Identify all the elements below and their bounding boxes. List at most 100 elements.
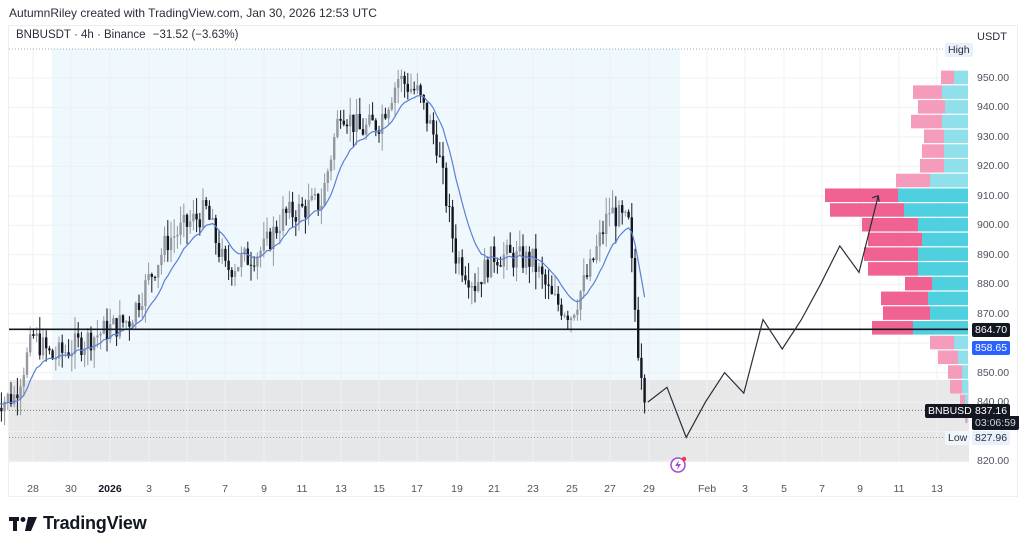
price-tick-label: 940.00 <box>977 101 1010 114</box>
candle-bearish <box>339 118 342 121</box>
candle-bullish <box>57 342 61 359</box>
candle-bearish <box>195 213 198 220</box>
candle-bearish <box>294 217 297 222</box>
candle-bullish <box>531 248 534 267</box>
candle-bullish <box>41 337 45 356</box>
candle-bearish <box>32 334 35 337</box>
volume-profile-buy <box>918 217 968 232</box>
candle-bullish <box>365 124 368 135</box>
time-tick-label: 2026 <box>98 483 122 495</box>
candle-bullish <box>624 211 627 213</box>
candle-bearish <box>473 285 477 292</box>
candle-bearish <box>9 393 13 405</box>
candle-bearish <box>374 120 377 131</box>
price-tick-label: 890.00 <box>977 248 1010 261</box>
time-tick-label: 3 <box>146 483 152 495</box>
candle-bearish <box>499 265 502 267</box>
tradingview-brand[interactable]: TradingView <box>9 513 147 534</box>
candle-bullish <box>259 250 262 257</box>
price-tick-label: 920.00 <box>977 160 1010 173</box>
candle-bullish <box>281 208 285 231</box>
candle-bullish <box>35 333 38 337</box>
candle-bearish <box>467 280 470 288</box>
volume-profile-sell <box>924 129 944 144</box>
candle-bearish <box>464 275 467 281</box>
candle-bullish <box>307 199 310 218</box>
candle-bearish <box>633 258 637 310</box>
candle-bullish <box>240 254 243 268</box>
horizontal-line-price-tag: 864.70 <box>972 323 1011 337</box>
candle-bearish <box>224 248 227 261</box>
candle-bullish <box>102 320 105 334</box>
candle-bearish <box>153 276 157 278</box>
candle-bullish <box>457 257 461 264</box>
volume-profile-sell <box>918 100 945 114</box>
candle-bullish <box>537 266 541 272</box>
time-tick-label: 15 <box>373 483 385 495</box>
candle-bullish <box>505 244 509 255</box>
candle-bullish <box>400 75 403 80</box>
candle-bearish <box>185 214 189 227</box>
price-tick-label: 950.00 <box>977 72 1010 84</box>
candle-bearish <box>547 284 550 286</box>
time-tick-label: 28 <box>27 483 39 495</box>
volume-profile-buy <box>958 350 968 365</box>
volume-profile-sell <box>938 350 958 365</box>
candle-bullish <box>163 235 166 255</box>
candle-bearish <box>61 342 64 353</box>
candle-bearish <box>304 206 307 218</box>
volume-profile-buy <box>942 85 968 99</box>
candle-bearish <box>227 260 230 270</box>
candle-bearish <box>621 205 624 213</box>
symbol-info: BNBUSDT · 4h · Binance <box>16 29 146 41</box>
candle-bearish <box>496 262 499 266</box>
candle-bearish <box>419 85 422 96</box>
candle-bullish <box>211 218 214 220</box>
volume-profile-sell <box>868 232 922 247</box>
symbol-legend: BNBUSDT · 4h · Binance −31.52 (−3.63%) <box>16 29 238 41</box>
candle-bullish <box>553 293 557 295</box>
candle-bullish <box>182 214 185 223</box>
candle-bullish <box>176 234 179 237</box>
tradingview-logo-icon <box>9 516 37 531</box>
time-tick-label: 5 <box>781 483 787 495</box>
candle-bullish <box>179 222 182 235</box>
candle-bearish <box>614 207 617 227</box>
candle-bearish <box>425 102 429 124</box>
candle-bearish <box>637 309 640 358</box>
candle-bearish <box>115 318 118 337</box>
candle-bearish <box>643 377 646 403</box>
candle-bearish <box>445 167 448 206</box>
volume-profile-buy <box>922 232 968 247</box>
price-tick-label: 900.00 <box>977 219 1010 232</box>
candle-bullish <box>243 248 246 255</box>
time-tick-label: 3 <box>742 483 748 495</box>
candle-bearish <box>566 315 569 321</box>
price-change: −31.52 (−3.63%) <box>152 29 239 41</box>
candle-bullish <box>409 88 413 92</box>
candle-bullish <box>416 85 419 91</box>
volume-profile-buy <box>944 144 968 158</box>
candle-bearish <box>534 248 537 272</box>
candle-bullish <box>429 120 432 124</box>
volume-profile-sell <box>830 203 904 217</box>
candle-bullish <box>589 258 592 277</box>
candle-bearish <box>275 226 278 234</box>
projection-arrow-head <box>872 195 880 202</box>
volume-profile-buy <box>944 129 968 144</box>
currency-unit[interactable]: USDT <box>977 31 1007 43</box>
candle-bearish <box>358 113 361 130</box>
last-price-tag: 837.16 <box>972 404 1011 418</box>
candle-bearish <box>317 193 320 210</box>
volume-profile-buy <box>930 173 968 188</box>
time-tick-label: 5 <box>184 483 190 495</box>
volume-profile-sell <box>922 144 944 158</box>
low-label: Low <box>945 431 971 445</box>
candle-bearish <box>406 83 409 92</box>
candle-bearish <box>230 269 233 278</box>
candle-bullish <box>3 401 6 412</box>
time-tick-label: 27 <box>604 483 616 495</box>
time-tick-label: 9 <box>261 483 267 495</box>
candle-bullish <box>221 248 224 257</box>
